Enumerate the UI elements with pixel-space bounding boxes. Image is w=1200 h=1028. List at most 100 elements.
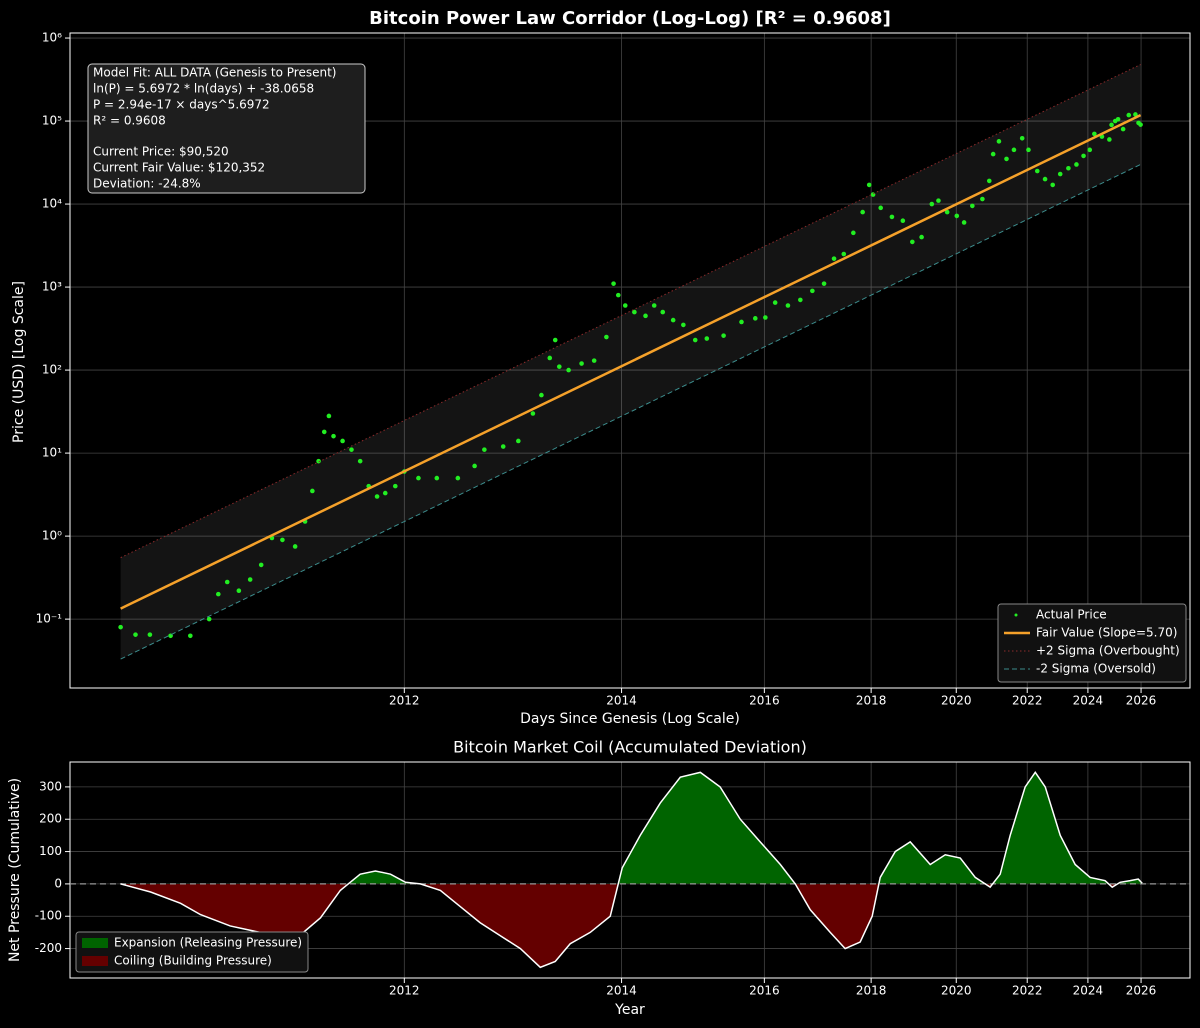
legend-label: Coiling (Building Pressure) [114,954,272,968]
data-point [1120,126,1126,132]
data-point [763,315,768,320]
data-point [579,361,584,366]
data-point [919,234,924,240]
legend-box [997,603,1187,683]
data-point [340,438,345,444]
data-point [1066,165,1071,171]
data-point [831,256,837,261]
data-point [539,392,544,398]
data-point [929,201,935,207]
data-point [188,633,193,639]
data-point [206,616,212,622]
data-point [996,139,1002,144]
x-tick-label: 2014 [606,984,637,998]
data-point [1107,137,1112,142]
y-tick-label: 0 [54,876,62,890]
data-point [936,198,941,203]
x-tick-label: 2026 [1126,984,1157,998]
data-point [1011,147,1017,153]
data-point [1034,168,1040,174]
y-axis-label: Price (USD) [Log Scale] [11,281,27,443]
data-point [349,447,354,452]
y-tick-label: -200 [35,941,62,955]
data-point [651,303,657,308]
data-point [692,337,698,343]
data-point [556,364,562,369]
data-point [316,458,321,464]
data-point [681,322,686,328]
y-tick-label: 200 [39,812,62,826]
data-point [1133,112,1138,117]
data-point [357,458,363,464]
y-tick-label: 10⁻¹ [36,612,63,626]
data-point [878,205,884,211]
data-point [1004,156,1009,162]
legend-marker [1014,613,1018,617]
y-tick-label: 10⁴ [42,197,62,211]
data-point [841,251,847,257]
data-point [321,429,327,435]
data-point [643,313,648,319]
series-line [120,164,1141,660]
data-point [1109,122,1114,128]
data-point [632,309,637,315]
plot-frame [69,761,1191,979]
data-point [236,588,242,593]
legend-label: +2 Sigma (Overbought) [1036,644,1180,658]
data-point [1057,171,1063,177]
data-point [798,297,803,303]
x-tick-label: 2024 [1073,694,1104,708]
x-tick-label: 2018 [856,984,887,998]
data-point [326,413,332,419]
data-point [910,239,915,245]
y-tick-label: 10⁶ [42,31,62,45]
x-tick-label: 2020 [941,694,972,708]
data-point [772,300,778,305]
x-tick-label: 2018 [856,694,887,708]
data-point [615,292,621,298]
data-point [889,214,895,220]
y-tick-label: 10¹ [42,446,62,460]
data-point [961,220,967,225]
data-point [670,317,676,323]
area-expansion [120,772,1143,884]
data-point [851,230,856,236]
data-point [331,433,336,439]
data-point [1050,182,1056,188]
x-axis-label: Year [614,1002,645,1018]
data-point [1081,153,1086,159]
data-point [1138,122,1143,127]
x-axis-label: Days Since Genesis (Log Scale) [520,711,740,727]
data-point [455,475,461,481]
legend-box [75,931,309,973]
data-point [530,411,536,416]
plot-frame [69,32,1191,689]
data-point [1019,135,1025,141]
data-point [785,303,791,308]
data-point [1087,147,1093,153]
y-tick-label: 300 [39,779,62,793]
data-point [280,537,285,543]
legend-label: Actual Price [1036,608,1107,622]
data-point [1042,176,1048,182]
y-tick-label: -100 [35,909,62,923]
data-point [721,333,726,338]
series-line [120,64,1141,559]
data-point [1126,112,1132,118]
data-point [591,358,597,363]
x-tick-label: 2016 [749,984,780,998]
data-point [552,337,558,343]
data-point [434,475,440,481]
data-point [622,303,628,308]
data-point [1074,162,1079,167]
x-tick-label: 2012 [389,984,420,998]
x-tick-label: 2012 [389,694,420,708]
series-line [120,113,1142,610]
data-point [980,196,985,202]
area-coiling [120,883,1118,968]
data-point [247,577,253,582]
data-point [258,562,264,568]
annotation-text: Current Price: $90,520 [93,145,229,159]
legend-label: Expansion (Releasing Pressure) [114,936,302,950]
